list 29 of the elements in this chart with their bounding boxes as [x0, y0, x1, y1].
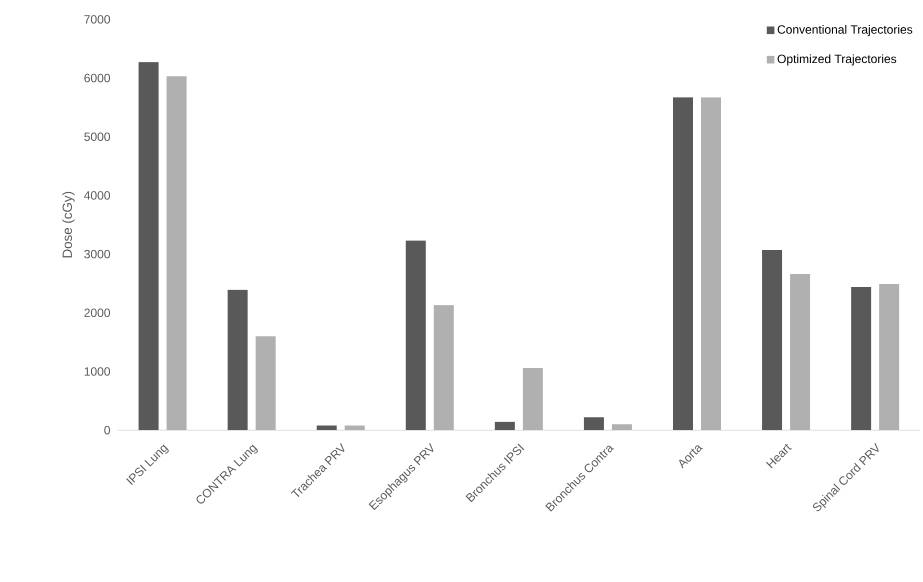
- bar: [762, 250, 782, 430]
- bar: [790, 274, 810, 430]
- bar: [522, 368, 543, 430]
- bar: [406, 240, 426, 430]
- y-axis-title: Dose (cGy): [62, 192, 75, 258]
- bar: [138, 62, 159, 430]
- y-tick-label: 0: [104, 426, 110, 434]
- bar: [166, 76, 187, 430]
- y-tick-label: 3000: [84, 250, 110, 258]
- bar: [434, 305, 454, 430]
- bar: [256, 336, 276, 430]
- bar: [228, 290, 248, 430]
- legend-label: Optimized Trajectories: [778, 54, 896, 66]
- y-tick-label: 6000: [84, 74, 110, 82]
- y-tick-label: 7000: [84, 15, 110, 24]
- bar: [672, 97, 693, 430]
- bar: [344, 425, 365, 430]
- bar: [879, 284, 900, 430]
- bar: [494, 422, 515, 430]
- bar: [700, 97, 722, 430]
- bar: [316, 425, 337, 430]
- bar: [851, 286, 872, 430]
- y-tick-label: 5000: [84, 132, 110, 141]
- bar: [612, 424, 632, 430]
- legend-label: Conventional Trajectories: [778, 24, 912, 36]
- bar: [584, 417, 604, 430]
- y-tick-label: 4000: [84, 191, 110, 200]
- y-tick-label: 2000: [84, 308, 110, 317]
- y-tick-label: 1000: [84, 367, 110, 376]
